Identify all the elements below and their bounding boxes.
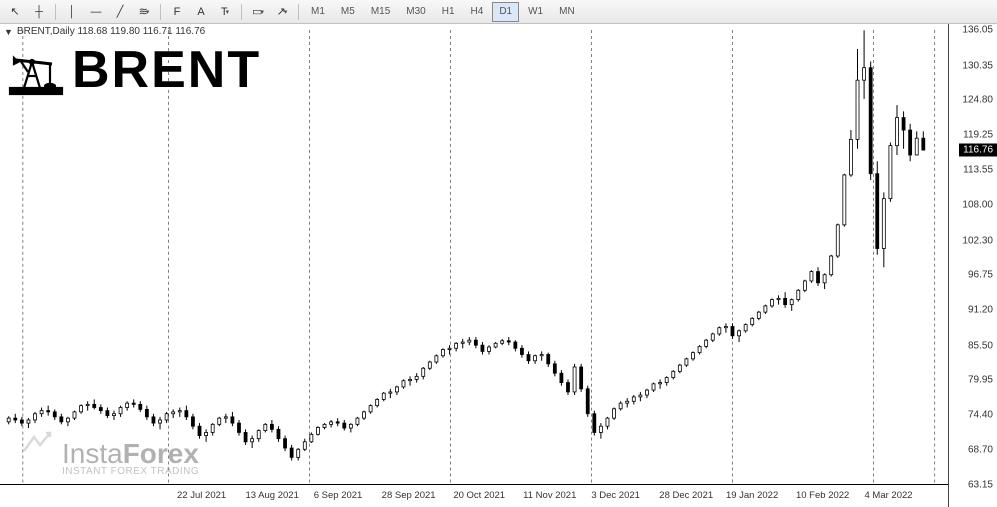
chart-main[interactable]: ▼ BRENT,Daily 118.68 119.80 116.71 116.7… bbox=[0, 24, 949, 507]
toolbar-separator bbox=[241, 4, 242, 20]
date-tick: 22 Jul 2021 bbox=[177, 490, 226, 501]
price-tick: 96.75 bbox=[968, 270, 993, 281]
price-axis: 136.05 130.35 124.80 119.25 113.55 108.00 102.… bbox=[949, 24, 997, 507]
date-tick: 19 Jan 2022 bbox=[726, 490, 778, 501]
date-tick: 11 Nov 2021 bbox=[523, 490, 576, 501]
date-tick: 28 Dec 2021 bbox=[659, 490, 713, 501]
pumpjack-icon bbox=[8, 42, 64, 98]
text-icon[interactable]: A bbox=[190, 2, 212, 22]
price-tick: 79.95 bbox=[968, 375, 993, 386]
watermark-icon bbox=[20, 427, 56, 463]
date-tick: 3 Dec 2021 bbox=[591, 490, 640, 501]
symbol-info: BRENT,Daily 118.68 119.80 116.71 116.76 bbox=[17, 26, 205, 37]
timeframe-M5[interactable]: M5 bbox=[334, 2, 362, 22]
price-tick: 124.80 bbox=[962, 95, 993, 106]
current-price-marker: 116.76 bbox=[959, 144, 997, 157]
label-icon[interactable]: T▾ bbox=[214, 2, 236, 22]
toolbar-separator bbox=[160, 4, 161, 20]
trendline-icon[interactable]: ╱ bbox=[109, 2, 131, 22]
price-tick: 91.20 bbox=[968, 304, 993, 315]
price-tick: 74.40 bbox=[968, 409, 993, 420]
date-tick: 28 Sep 2021 bbox=[382, 490, 436, 501]
price-tick: 102.30 bbox=[962, 235, 993, 246]
timeframe-D1[interactable]: D1 bbox=[492, 2, 519, 22]
timeframe-W1[interactable]: W1 bbox=[521, 2, 550, 22]
timeframe-M30[interactable]: M30 bbox=[399, 2, 432, 22]
date-tick: 20 Oct 2021 bbox=[453, 490, 505, 501]
price-tick: 68.70 bbox=[968, 445, 993, 456]
crosshair-icon[interactable]: ┼ bbox=[28, 2, 50, 22]
price-tick: 113.55 bbox=[963, 165, 993, 176]
vline-icon[interactable]: │ bbox=[61, 2, 83, 22]
watermark: InstaForex INSTANT FOREX TRADING bbox=[20, 427, 199, 477]
chart-area: ▼ BRENT,Daily 118.68 119.80 116.71 116.7… bbox=[0, 24, 997, 507]
timeframe-MN[interactable]: MN bbox=[552, 2, 582, 22]
price-tick: 119.25 bbox=[963, 129, 993, 140]
price-tick: 85.50 bbox=[968, 340, 993, 351]
date-tick: 13 Aug 2021 bbox=[245, 490, 298, 501]
date-tick: 6 Sep 2021 bbox=[314, 490, 363, 501]
watermark-tagline: INSTANT FOREX TRADING bbox=[62, 466, 199, 477]
toolbar-separator bbox=[55, 4, 56, 20]
brent-logo: BRENT bbox=[8, 40, 261, 100]
date-tick: 4 Mar 2022 bbox=[865, 490, 913, 501]
timeframe-M15[interactable]: M15 bbox=[364, 2, 397, 22]
watermark-brand2: Forex bbox=[123, 438, 199, 469]
fib-icon[interactable]: F bbox=[166, 2, 188, 22]
timeframe-H4[interactable]: H4 bbox=[464, 2, 491, 22]
timeframe-H1[interactable]: H1 bbox=[435, 2, 462, 22]
date-tick: 10 Feb 2022 bbox=[796, 490, 849, 501]
toolbar-separator bbox=[298, 4, 299, 20]
price-tick: 108.00 bbox=[962, 200, 993, 211]
symbol-arrow-icon: ▼ bbox=[4, 27, 13, 37]
timeframe-M1[interactable]: M1 bbox=[304, 2, 332, 22]
price-tick: 130.35 bbox=[962, 60, 993, 71]
chart-header: ▼ BRENT,Daily 118.68 119.80 116.71 116.7… bbox=[4, 26, 205, 37]
price-tick: 136.05 bbox=[962, 25, 993, 36]
watermark-brand1: Insta bbox=[62, 438, 123, 469]
price-tick: 63.15 bbox=[968, 480, 993, 491]
channel-icon[interactable]: ≋▾ bbox=[133, 2, 155, 22]
shapes-icon[interactable]: ▭▾ bbox=[247, 2, 269, 22]
brent-title: BRENT bbox=[72, 40, 261, 100]
cursor-icon[interactable]: ↖ bbox=[4, 2, 26, 22]
toolbar: ↖┼ │—╱≋▾ FAT▾ ▭▾↗▾ M1M5M15M30H1H4D1W1MN bbox=[0, 0, 997, 24]
arrows-icon[interactable]: ↗▾ bbox=[271, 2, 293, 22]
hline-icon[interactable]: — bbox=[85, 2, 107, 22]
